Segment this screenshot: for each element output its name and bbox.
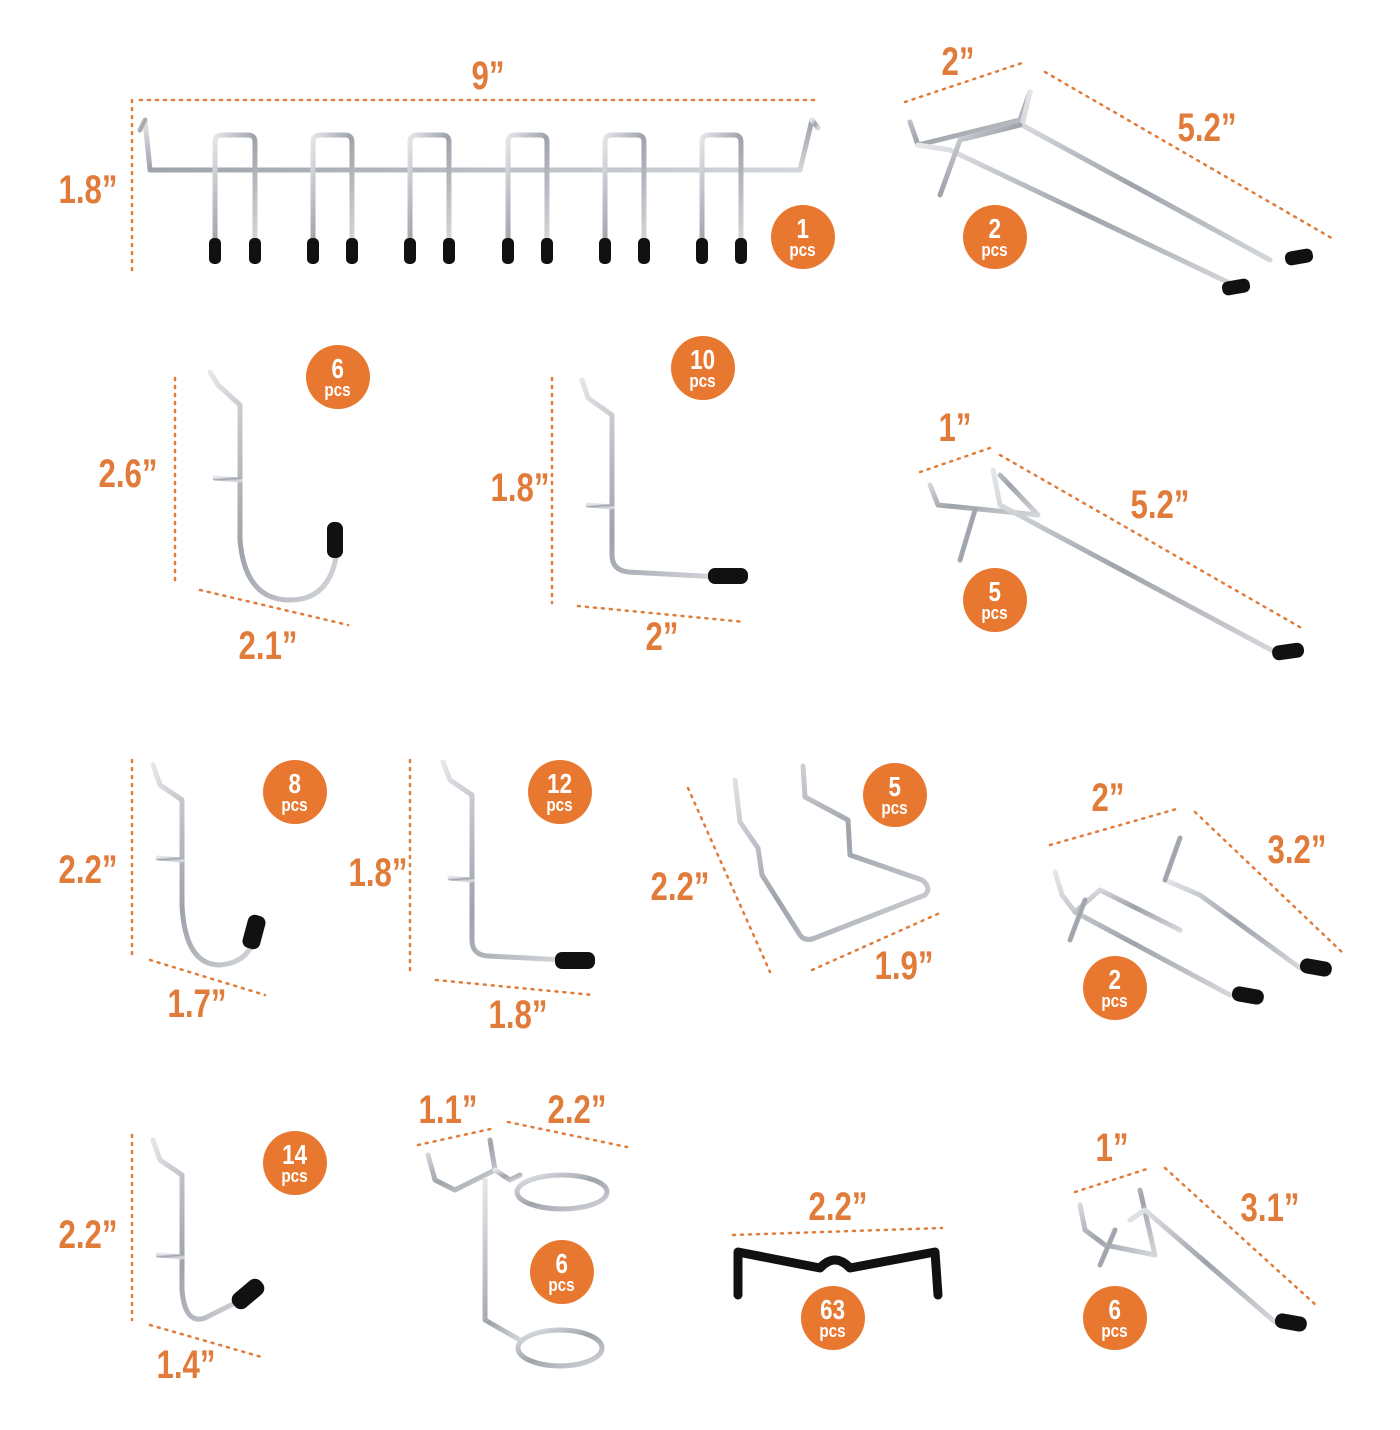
qty-badge-ring-holder: 6 pcs bbox=[530, 1240, 594, 1304]
dim-jhook-small-height: 2.2” bbox=[58, 848, 118, 892]
dim-jhook-small-width: 1.7” bbox=[167, 982, 227, 1026]
hook-wires bbox=[137, 89, 1303, 1369]
dim-short-hook-width: 1” bbox=[1095, 1126, 1129, 1170]
dim-single-hook-length: 5.2” bbox=[1130, 483, 1190, 527]
qty-badge-lhook: 10 pcs bbox=[671, 336, 735, 400]
dim-ring-holder-width: 1.1” bbox=[418, 1088, 478, 1132]
dimension-lines bbox=[130, 60, 1347, 1360]
dim-lhook-small-width: 1.8” bbox=[488, 993, 548, 1037]
qty-badge-uhook: 5 pcs bbox=[863, 763, 927, 827]
dim-uhook-height: 2.2” bbox=[650, 865, 710, 909]
dim-double-hook-width: 2” bbox=[941, 40, 975, 84]
dim-lhook-small-height: 1.8” bbox=[348, 851, 408, 895]
dim-angled-hook-width: 1.4” bbox=[156, 1343, 216, 1387]
qty-badge-short-hook: 6 pcs bbox=[1083, 1286, 1147, 1350]
dim-jhook-height: 2.6” bbox=[98, 452, 158, 496]
qty-badge-lhook-small: 12 pcs bbox=[528, 760, 592, 824]
dim-clip-width: 2.2” bbox=[808, 1185, 868, 1229]
dim-double-hook-length: 5.2” bbox=[1177, 106, 1237, 150]
dim-lhook-width: 2” bbox=[645, 615, 679, 659]
qty-badge-jhook: 6 pcs bbox=[306, 345, 370, 409]
dim-angled-hook-height: 2.2” bbox=[58, 1213, 118, 1257]
dim-uhook-width: 1.9” bbox=[874, 944, 934, 988]
dim-rack-height: 1.8” bbox=[58, 168, 118, 212]
qty-badge-single-hook: 5 pcs bbox=[963, 568, 1027, 632]
clip-shape bbox=[733, 1247, 943, 1300]
qty-badge-jhook-small: 8 pcs bbox=[263, 760, 327, 824]
dim-rack-width: 9” bbox=[471, 54, 505, 98]
dim-double-short-width: 2” bbox=[1091, 776, 1125, 820]
dim-lhook-height: 1.8” bbox=[490, 466, 550, 510]
dim-ring-holder-length: 2.2” bbox=[547, 1088, 607, 1132]
rubber-tips bbox=[209, 238, 1332, 1332]
qty-badge-double-hook: 2 pcs bbox=[963, 205, 1027, 269]
dim-short-hook-length: 3.1” bbox=[1240, 1186, 1300, 1230]
dim-jhook-width: 2.1” bbox=[238, 624, 298, 668]
dim-single-hook-width: 1” bbox=[938, 406, 972, 450]
qty-badge-double-short: 2 pcs bbox=[1083, 956, 1147, 1020]
qty-badge-rack: 1 pcs bbox=[771, 205, 835, 269]
dim-double-short-length: 3.2” bbox=[1267, 828, 1327, 872]
qty-badge-clip: 63 pcs bbox=[801, 1286, 865, 1350]
qty-badge-angled-hook: 14 pcs bbox=[263, 1131, 327, 1195]
